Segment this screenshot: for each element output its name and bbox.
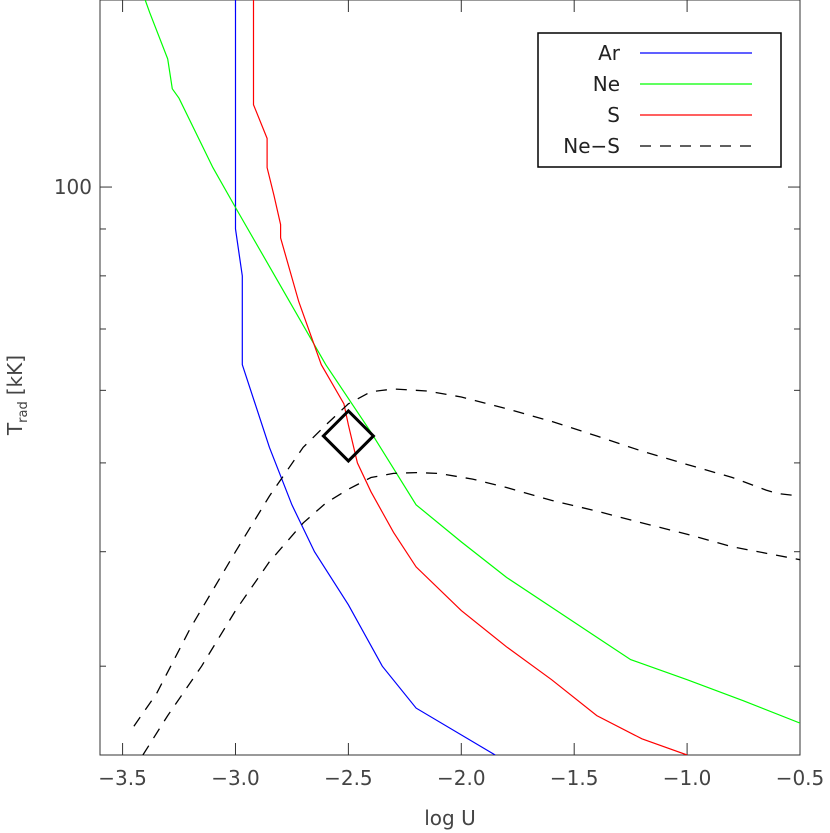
- x-tick-label: −1.0: [663, 766, 712, 790]
- solution-diamond-marker: [321, 408, 376, 464]
- series-layer: [133, 0, 800, 755]
- y-axis-title: Trad [kK]: [3, 355, 31, 436]
- x-tick-label: −2.0: [437, 766, 486, 790]
- legend-box: [537, 32, 782, 168]
- axis-ticks: −3.5 −3.0 −2.5 −2.0 −1.5 −1.0 −0.5 100: [54, 0, 824, 790]
- x-tick-label: −1.5: [550, 766, 599, 790]
- x-tick-label: −0.5: [776, 766, 825, 790]
- x-axis-title: log U: [424, 806, 475, 830]
- y-tick-label: 100: [54, 175, 92, 199]
- series-line-ne-s: [133, 388, 800, 727]
- series-line-s: [252, 0, 688, 755]
- y-axis-title-unit: [kK]: [3, 355, 27, 395]
- series-line-ar: [234, 0, 496, 755]
- legend-label: Ne−S: [563, 134, 620, 158]
- plot-frame: [99, 0, 801, 756]
- legend-label: Ar: [598, 41, 621, 65]
- legend-entries: Ar Ne S Ne−S: [563, 41, 752, 158]
- legend: Ar Ne S Ne−S: [537, 32, 782, 168]
- x-tick-label: −3.0: [211, 766, 260, 790]
- x-tick-label: −2.5: [324, 766, 373, 790]
- y-axis-title-sub: rad: [16, 401, 31, 423]
- legend-label: Ne: [593, 72, 620, 96]
- x-tick-label: −3.5: [98, 766, 147, 790]
- legend-label: S: [607, 103, 620, 127]
- series-line-ne: [144, 0, 800, 724]
- series-line-ne-s-lower: [142, 471, 800, 755]
- y-axis-title-main: T: [3, 422, 27, 436]
- marker-layer: [321, 408, 376, 464]
